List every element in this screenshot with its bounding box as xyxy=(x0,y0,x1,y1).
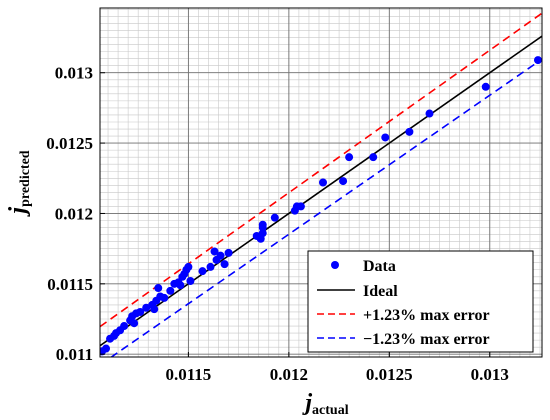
data-point xyxy=(130,319,139,328)
legend-label-data: Data xyxy=(363,258,396,275)
legend-label-ideal: Ideal xyxy=(363,283,398,300)
x-tick-label: 0.012 xyxy=(270,365,308,384)
data-point xyxy=(319,178,328,187)
x-axis-label: jactual xyxy=(301,390,348,418)
line-1-23-max-error xyxy=(109,58,542,357)
data-point xyxy=(381,133,390,142)
y-tick-label: 0.012 xyxy=(55,204,93,223)
y-axis-label-sub: predicted xyxy=(18,150,33,207)
data-point xyxy=(405,127,414,136)
data-points xyxy=(100,56,542,356)
data-point xyxy=(369,153,378,162)
y-tick-label: 0.013 xyxy=(55,64,93,83)
data-point xyxy=(258,220,267,229)
legend: Data Ideal +1.23% max error −1.23% max e… xyxy=(307,250,534,353)
data-point xyxy=(166,286,175,295)
legend-label-plus-error: +1.23% max error xyxy=(363,307,490,324)
data-point xyxy=(270,213,279,222)
data-point xyxy=(339,177,348,186)
data-point xyxy=(296,202,305,211)
legend-label-minus-error: −1.23% max error xyxy=(363,331,490,348)
data-point xyxy=(206,262,215,271)
plot-frame xyxy=(99,7,543,358)
data-point xyxy=(345,153,354,162)
data-point xyxy=(258,229,267,238)
y-axis-label: jpredicted xyxy=(5,150,33,217)
data-point xyxy=(136,307,145,316)
legend-box xyxy=(307,250,534,353)
x-tick-label: 0.0125 xyxy=(366,365,413,384)
data-point xyxy=(186,277,195,286)
data-point xyxy=(425,109,434,118)
y-axis-ticks: 0.011 0.0115 0.012 0.0125 0.013 xyxy=(46,64,105,364)
x-tick-label: 0.0115 xyxy=(165,365,211,384)
data-point xyxy=(176,281,185,290)
legend-marker-data xyxy=(331,261,339,269)
data-point xyxy=(120,322,129,331)
data-point xyxy=(481,82,490,91)
data-point xyxy=(102,344,111,353)
data-point xyxy=(142,303,151,312)
y-tick-label: 0.0125 xyxy=(46,134,93,153)
data-point xyxy=(220,260,229,269)
x-tick-label: 0.013 xyxy=(471,365,509,384)
y-tick-label: 0.0115 xyxy=(47,275,93,294)
y-axis-label-main: j xyxy=(5,207,31,218)
data-point xyxy=(224,248,233,257)
x-axis-label-main: j xyxy=(301,390,312,416)
data-point xyxy=(184,262,193,271)
data-point xyxy=(198,267,207,276)
x-axis-label-sub: actual xyxy=(312,403,349,418)
series-lines xyxy=(100,12,542,357)
data-point xyxy=(216,251,225,260)
data-point xyxy=(150,305,159,314)
data-point xyxy=(210,247,219,256)
y-tick-label: 0.011 xyxy=(56,345,93,364)
data-point xyxy=(154,284,163,293)
data-point xyxy=(160,293,169,302)
line-ideal xyxy=(100,35,542,347)
x-axis-ticks: 0.0115 0.012 0.0125 0.013 xyxy=(165,352,509,384)
data-point xyxy=(533,56,542,65)
